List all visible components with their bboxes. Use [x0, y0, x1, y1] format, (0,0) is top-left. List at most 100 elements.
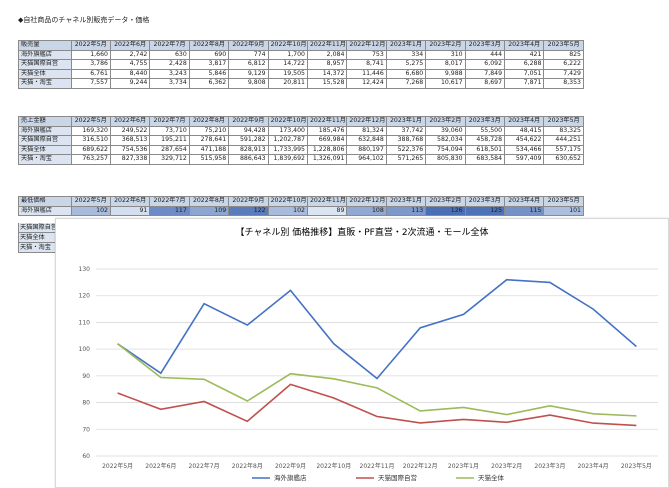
table-cell[interactable]: 9,808: [228, 78, 269, 89]
table-cell[interactable]: 444,251: [543, 135, 584, 146]
table-cell[interactable]: 1,326,091: [306, 154, 348, 165]
table-cell[interactable]: 582,034: [425, 135, 466, 146]
table-cell[interactable]: 774: [228, 49, 269, 60]
table-cell[interactable]: 534,466: [504, 144, 545, 155]
table-cell[interactable]: 195,211: [149, 135, 190, 146]
table-cell[interactable]: 94,428: [228, 125, 269, 136]
table-cell[interactable]: 763,257: [70, 154, 111, 165]
table-cell[interactable]: 101: [543, 205, 584, 216]
table-cell[interactable]: 169,320: [70, 125, 111, 136]
table-cell[interactable]: 805,830: [425, 154, 466, 165]
table-cell[interactable]: 7,871: [504, 78, 545, 89]
table-cell[interactable]: 9,129: [228, 68, 269, 79]
table-cell[interactable]: 9,988: [425, 68, 466, 79]
table-cell[interactable]: 125: [464, 205, 506, 216]
table-cell[interactable]: 115: [504, 205, 545, 216]
table-cell[interactable]: 8,697: [464, 78, 506, 89]
table-cell[interactable]: 632,848: [346, 135, 387, 146]
table-cell[interactable]: 6,222: [543, 59, 584, 70]
table-cell[interactable]: 102: [267, 205, 308, 216]
table-cell[interactable]: 10,617: [425, 78, 466, 89]
table-cell[interactable]: 754,094: [425, 144, 466, 155]
table-cell[interactable]: 122: [228, 205, 269, 216]
table-cell[interactable]: 73,710: [149, 125, 190, 136]
table-cell[interactable]: 249,522: [109, 125, 151, 136]
table-cell[interactable]: 329,712: [149, 154, 190, 165]
table-cell[interactable]: 2,428: [149, 59, 190, 70]
table-cell[interactable]: 458,728: [464, 135, 506, 146]
table-cell[interactable]: 37,742: [385, 125, 427, 136]
table-cell[interactable]: 14,372: [306, 68, 348, 79]
table-cell[interactable]: 880,197: [346, 144, 387, 155]
table-cell[interactable]: 1,202,787: [267, 135, 308, 146]
table-cell[interactable]: 618,501: [464, 144, 506, 155]
table-cell[interactable]: 388,768: [385, 135, 427, 146]
table-cell[interactable]: 20,811: [267, 78, 308, 89]
table-cell[interactable]: 3,243: [149, 68, 190, 79]
table-cell[interactable]: 278,641: [188, 135, 230, 146]
table-cell[interactable]: 3,817: [188, 59, 230, 70]
table-cell[interactable]: 8,017: [425, 59, 466, 70]
table-cell[interactable]: 9,244: [109, 78, 151, 89]
table-cell[interactable]: 825: [543, 49, 584, 60]
table-cell[interactable]: 964,102: [346, 154, 387, 165]
table-cell[interactable]: 81,324: [346, 125, 387, 136]
table-cell[interactable]: 12,424: [346, 78, 387, 89]
table-cell[interactable]: 15,528: [306, 78, 348, 89]
table-cell[interactable]: 6,812: [228, 59, 269, 70]
table-cell[interactable]: 5,275: [385, 59, 427, 70]
table-cell[interactable]: 689,622: [70, 144, 111, 155]
table-cell[interactable]: 6,680: [385, 68, 427, 79]
table-cell[interactable]: 102: [70, 205, 111, 216]
table-cell[interactable]: 6,761: [70, 68, 111, 79]
table-cell[interactable]: 113: [385, 205, 427, 216]
table-cell[interactable]: 1,228,806: [306, 144, 348, 155]
table-cell[interactable]: 5,846: [188, 68, 230, 79]
table-cell[interactable]: 8,741: [346, 59, 387, 70]
table-cell[interactable]: 515,958: [188, 154, 230, 165]
table-cell[interactable]: 6,288: [504, 59, 545, 70]
table-cell[interactable]: 334: [385, 49, 427, 60]
table-cell[interactable]: 2,084: [306, 49, 348, 60]
table-cell[interactable]: 1,733,995: [267, 144, 308, 155]
table-cell[interactable]: 91: [109, 205, 151, 216]
table-cell[interactable]: 185,476: [306, 125, 348, 136]
table-cell[interactable]: 7,429: [543, 68, 584, 79]
table-cell[interactable]: 886,643: [228, 154, 269, 165]
table-cell[interactable]: 3,734: [149, 78, 190, 89]
table-cell[interactable]: 754,536: [109, 144, 151, 155]
table-cell[interactable]: 11,446: [346, 68, 387, 79]
table-cell[interactable]: 19,505: [267, 68, 308, 79]
table-cell[interactable]: 89: [306, 205, 348, 216]
price-trend-chart[interactable]: 【チャネル別 価格推移】直販・PF直営・2次流通・モール全体 60 70 80 90 10…: [55, 218, 669, 488]
table-cell[interactable]: 8,440: [109, 68, 151, 79]
table-cell[interactable]: 421: [504, 49, 545, 60]
table-cell[interactable]: 7,849: [464, 68, 506, 79]
table-cell[interactable]: 522,376: [385, 144, 427, 155]
table-cell[interactable]: 7,268: [385, 78, 427, 89]
table-cell[interactable]: 108: [346, 205, 387, 216]
table-cell[interactable]: 630,652: [543, 154, 584, 165]
table-cell[interactable]: 591,282: [228, 135, 269, 146]
table-cell[interactable]: 368,513: [109, 135, 151, 146]
table-cell[interactable]: 316,510: [70, 135, 111, 146]
table-cell[interactable]: 126: [425, 205, 466, 216]
table-cell[interactable]: 683,584: [464, 154, 506, 165]
table-cell[interactable]: 597,409: [504, 154, 545, 165]
table-cell[interactable]: 1,700: [267, 49, 308, 60]
table-cell[interactable]: 310: [425, 49, 466, 60]
table-cell[interactable]: 55,500: [464, 125, 506, 136]
table-cell[interactable]: 630: [149, 49, 190, 60]
table-cell[interactable]: 4,755: [109, 59, 151, 70]
table-cell[interactable]: 828,913: [228, 144, 269, 155]
table-cell[interactable]: 753: [346, 49, 387, 60]
table-cell[interactable]: 83,325: [543, 125, 584, 136]
table-cell[interactable]: 14,722: [267, 59, 308, 70]
table-cell[interactable]: 6,092: [464, 59, 506, 70]
table-cell[interactable]: 8,957: [306, 59, 348, 70]
table-cell[interactable]: 287,654: [149, 144, 190, 155]
table-cell[interactable]: 109: [188, 205, 230, 216]
table-cell[interactable]: 6,362: [188, 78, 230, 89]
table-cell[interactable]: 2,742: [109, 49, 151, 60]
table-cell[interactable]: 117: [149, 205, 190, 216]
